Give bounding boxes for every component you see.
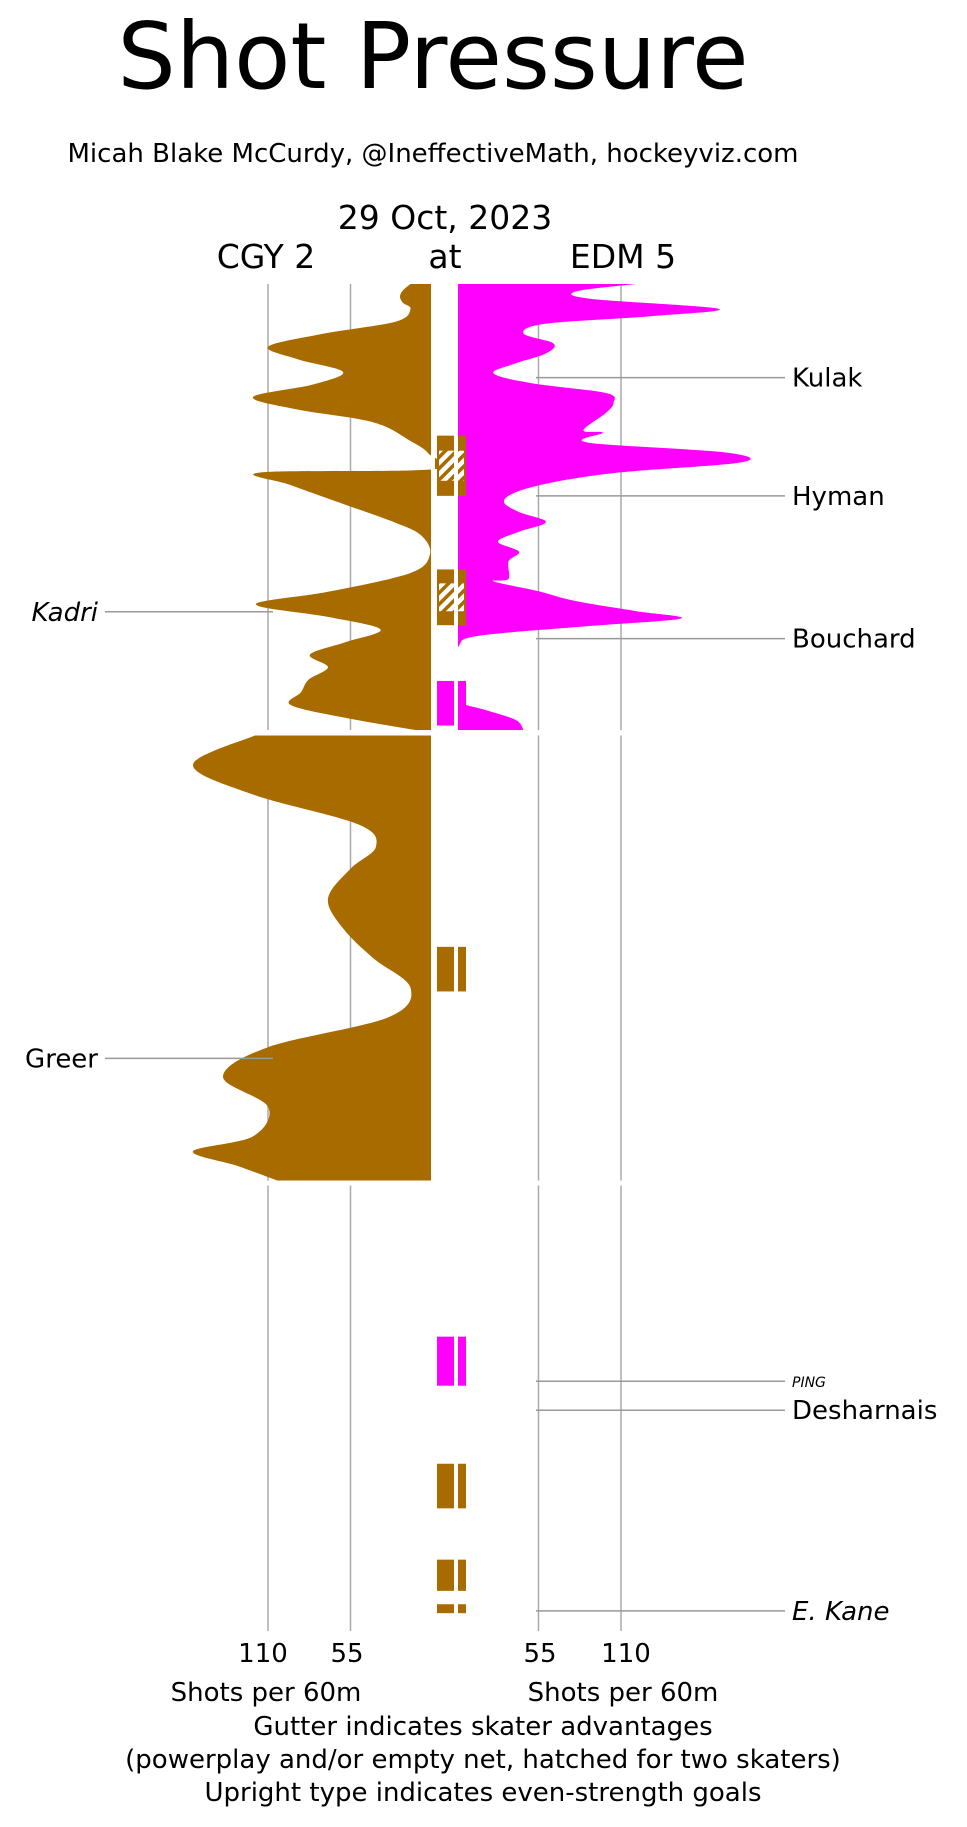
goal-label: E. Kane bbox=[536, 1597, 890, 1627]
series-areas bbox=[192, 284, 751, 1181]
away-team-score: CGY 2 bbox=[217, 237, 316, 276]
chart-subtitle: Micah Blake McCurdy, @IneffectiveMath, h… bbox=[68, 139, 799, 169]
skater-advantage-block bbox=[437, 569, 466, 626]
gutter bbox=[437, 435, 466, 1614]
skater-advantage-block bbox=[437, 1559, 466, 1591]
skater-advantage-block bbox=[437, 1463, 466, 1509]
goal-scorer-name: Kulak bbox=[792, 364, 862, 394]
goal-label: Kulak bbox=[536, 364, 862, 394]
x-axis-label-home: Shots per 60m bbox=[528, 1678, 719, 1708]
at-label: at bbox=[428, 237, 461, 276]
away-pressure-area-period-2 bbox=[192, 735, 433, 1181]
goal-label: Bouchard bbox=[536, 625, 916, 655]
goal-scorer-name: Greer bbox=[25, 1044, 98, 1074]
tick-home-110: 110 bbox=[601, 1639, 651, 1669]
footnote-line-1: Gutter indicates skater advantages bbox=[253, 1712, 712, 1742]
goal-label: Greer bbox=[25, 1044, 273, 1074]
home-pressure-area-period-1 bbox=[453, 284, 751, 730]
footnote-line-2: (powerplay and/or empty net, hatched for… bbox=[125, 1745, 841, 1775]
skater-advantage-block bbox=[437, 946, 466, 992]
chart-title: Shot Pressure bbox=[117, 3, 748, 110]
skater-advantage-block bbox=[437, 1336, 466, 1386]
tick-away-110: 110 bbox=[238, 1639, 288, 1669]
footnote-line-3: Upright type indicates even-strength goa… bbox=[204, 1778, 761, 1808]
goal-scorer-name: Kadri bbox=[32, 598, 99, 628]
skater-advantage-block bbox=[437, 680, 466, 726]
away-pressure-area-period-1 bbox=[252, 284, 446, 730]
goal-label: Kadri bbox=[32, 598, 273, 628]
skater-advantage-block bbox=[437, 435, 466, 496]
goal-label: Desharnais bbox=[536, 1396, 937, 1426]
tick-away-55: 55 bbox=[330, 1639, 363, 1669]
game-date: 29 Oct, 2023 bbox=[338, 198, 553, 237]
skater-advantage-block bbox=[437, 1604, 466, 1614]
tick-home-55: 55 bbox=[523, 1639, 556, 1669]
goal-label: Hyman bbox=[536, 482, 885, 512]
goal-scorer-name: Desharnais bbox=[792, 1396, 937, 1426]
goal-label: PING bbox=[536, 1375, 826, 1391]
x-axis-label-away: Shots per 60m bbox=[171, 1678, 362, 1708]
goal-labels: Kulak Hyman Bouchard Kadri Greer PING Desharna… bbox=[25, 364, 937, 1627]
goal-scorer-name: Hyman bbox=[792, 482, 885, 512]
period-separators bbox=[180, 284, 800, 1631]
goal-scorer-name: PING bbox=[792, 1375, 826, 1391]
goal-scorer-name: E. Kane bbox=[792, 1597, 890, 1627]
goal-scorer-name: Bouchard bbox=[792, 625, 916, 655]
home-team-score: EDM 5 bbox=[570, 237, 676, 276]
